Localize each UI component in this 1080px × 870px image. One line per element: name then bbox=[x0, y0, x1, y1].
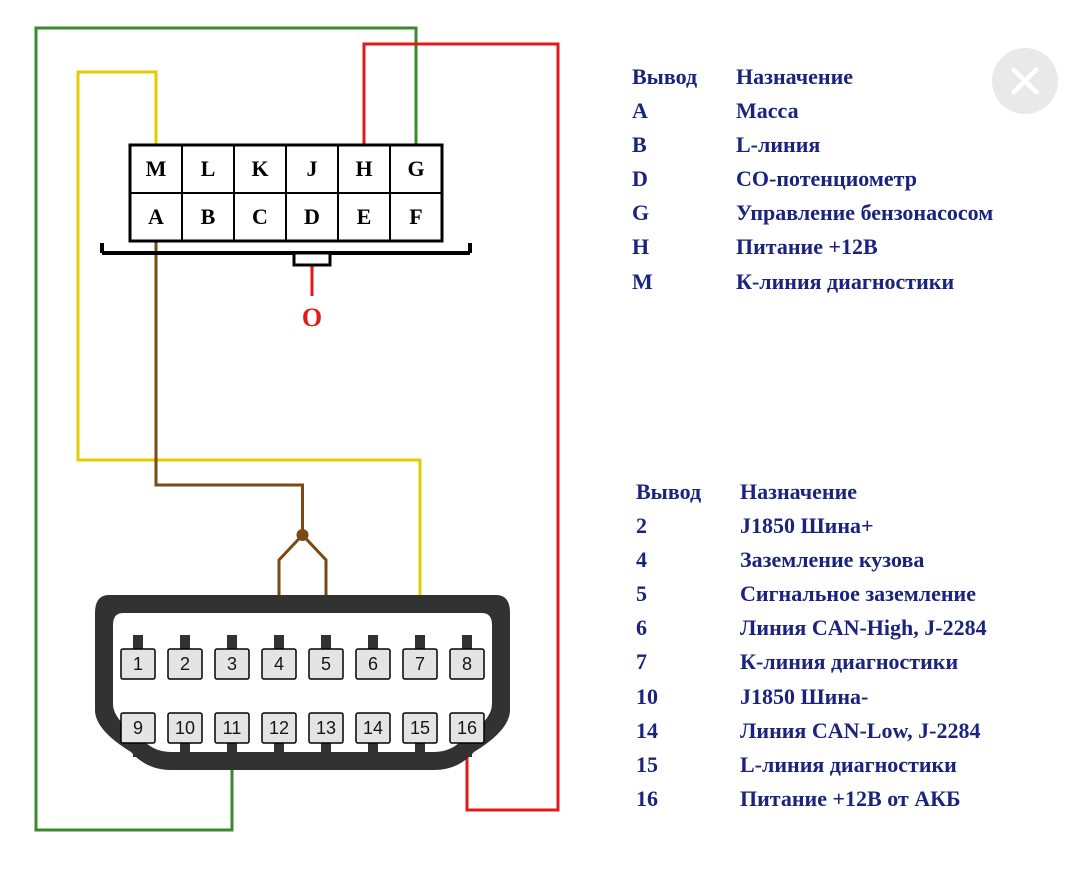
connector-cell-label: G bbox=[407, 156, 424, 181]
connector-cell-label: B bbox=[201, 204, 216, 229]
obd-pin-label: 10 bbox=[175, 718, 195, 738]
obd-pin-label: 3 bbox=[227, 654, 237, 674]
connector-cell-label: F bbox=[409, 204, 422, 229]
wire-brown-main bbox=[156, 241, 303, 535]
obd-pin-label: 14 bbox=[363, 718, 383, 738]
connector-cell-label: J bbox=[307, 156, 318, 181]
legend-cell: 7 bbox=[636, 645, 740, 679]
close-icon bbox=[1008, 64, 1042, 98]
legend-cell: Линия CAN-Low, J-2284 bbox=[740, 714, 995, 748]
legend-cell: Управление бензонасосом bbox=[736, 196, 1001, 230]
legend-cell: B bbox=[632, 128, 736, 162]
legend-cell: К-линия диагностики bbox=[736, 265, 1001, 299]
legend-header: Назначение bbox=[740, 475, 995, 509]
obd-pin-label: 15 bbox=[410, 718, 430, 738]
close-button[interactable] bbox=[992, 48, 1058, 114]
legend-header: Вывод bbox=[632, 60, 736, 94]
legend-cell: К-линия диагностики bbox=[740, 645, 995, 679]
legend-header: Назначение bbox=[736, 60, 1001, 94]
connector-cell-label: A bbox=[148, 204, 164, 229]
pinout-legend-bottom: ВыводНазначение2J1850 Шина+4Заземление к… bbox=[636, 475, 995, 816]
obd-pin-label: 8 bbox=[462, 654, 472, 674]
obd-pin-label: 16 bbox=[457, 718, 477, 738]
legend-cell: G bbox=[632, 196, 736, 230]
legend-header: Вывод bbox=[636, 475, 740, 509]
legend-cell: Питание +12В bbox=[736, 230, 1001, 264]
legend-cell: 14 bbox=[636, 714, 740, 748]
legend-cell: J1850 Шина+ bbox=[740, 509, 995, 543]
connector-cell-label: E bbox=[357, 204, 372, 229]
legend-cell: 10 bbox=[636, 680, 740, 714]
obd-pin-label: 1 bbox=[133, 654, 143, 674]
legend-cell: M bbox=[632, 265, 736, 299]
connector-cell-label: H bbox=[355, 156, 372, 181]
legend-cell: 4 bbox=[636, 543, 740, 577]
obd-pin-label: 6 bbox=[368, 654, 378, 674]
legend-cell: L-линия диагностики bbox=[740, 748, 995, 782]
obd-pin-label: 12 bbox=[269, 718, 289, 738]
legend-cell: Сигнальное заземление bbox=[740, 577, 995, 611]
o-label: O bbox=[302, 303, 322, 332]
connector-cell-label: K bbox=[251, 156, 268, 181]
legend-cell: D bbox=[632, 162, 736, 196]
legend-cell: СО-потенциометр bbox=[736, 162, 1001, 196]
legend-cell: Питание +12В от АКБ bbox=[740, 782, 995, 816]
legend-cell: A bbox=[632, 94, 736, 128]
legend-cell: Заземление кузова bbox=[740, 543, 995, 577]
connector-cell-label: L bbox=[201, 156, 216, 181]
obd-pin-label: 7 bbox=[415, 654, 425, 674]
obd-pin-label: 5 bbox=[321, 654, 331, 674]
connector-cell-label: M bbox=[146, 156, 167, 181]
wire-brown-junction bbox=[297, 529, 309, 541]
legend-cell: 15 bbox=[636, 748, 740, 782]
legend-cell: L-линия bbox=[736, 128, 1001, 162]
obd-pin-label: 11 bbox=[223, 718, 242, 738]
legend-cell: H bbox=[632, 230, 736, 264]
obd-pin-label: 9 bbox=[133, 718, 143, 738]
legend-cell: Масса bbox=[736, 94, 1001, 128]
connector-cell-label: C bbox=[252, 204, 268, 229]
connector-obd16: 12345678910111213141516 bbox=[95, 595, 510, 770]
obd-pin-label: 2 bbox=[180, 654, 190, 674]
legend-cell: 16 bbox=[636, 782, 740, 816]
legend-cell: 2 bbox=[636, 509, 740, 543]
legend-cell: J1850 Шина- bbox=[740, 680, 995, 714]
legend-cell: Линия CAN-High, J-2284 bbox=[740, 611, 995, 645]
obd-pin-label: 4 bbox=[274, 654, 284, 674]
connector-cell-label: D bbox=[304, 204, 320, 229]
pinout-legend-top: ВыводНазначениеAМассаBL-линияDСО-потенци… bbox=[632, 60, 1001, 299]
legend-cell: 6 bbox=[636, 611, 740, 645]
legend-cell: 5 bbox=[636, 577, 740, 611]
obd-pin-label: 13 bbox=[316, 718, 336, 738]
